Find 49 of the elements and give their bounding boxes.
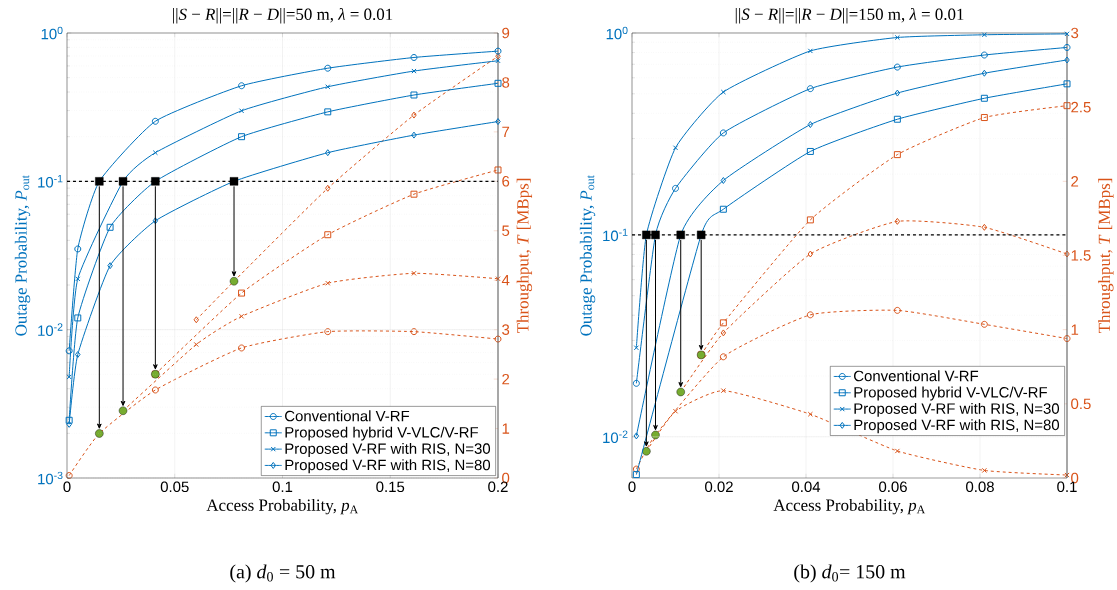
legend-label: Proposed V-RF with RIS, N=80 — [854, 419, 1060, 434]
legend-label: Proposed V-RF with RIS, N=30 — [854, 402, 1060, 417]
y-tick-label: 10$^{-1}$ — [38, 175, 63, 188]
chart-title: ||S − R||=||R − D||=50 m, λ = 0.01 — [173, 7, 393, 24]
x-axis-title: Access Probability, p$_{A}$ — [206, 498, 359, 515]
y-tick-label: 10$^{-3}$ — [38, 471, 63, 485]
y-tick-label: 10$^{0}$ — [41, 26, 63, 40]
y2-axis-title: Throughput, T [MBps] — [516, 178, 533, 334]
x-tick-label: 0.06 — [879, 481, 907, 493]
y2-tick-label: 2 — [502, 373, 510, 385]
x-tick-label: 0.04 — [792, 481, 821, 493]
legend-label: Proposed V-RF with RIS, N=30 — [285, 442, 491, 457]
x-tick-label: 0.08 — [966, 481, 994, 493]
legend-label: Proposed hybrid V-VLC/V-RF — [285, 426, 479, 441]
y2-tick-label: 8 — [502, 77, 510, 88]
y2-tick-label: 0.5 — [1071, 398, 1091, 410]
y-tick-label: 10$^{-1}$ — [603, 228, 628, 242]
legend-label: Proposed hybrid V-VLC/V-RF — [854, 386, 1047, 401]
y2-axis-title: Throughput, T [MBps] — [1098, 178, 1114, 334]
y2-tick-label: 6 — [502, 176, 510, 187]
y2-tick-label: 7 — [502, 126, 510, 138]
text: (a) d$_{0}$ = 50 m — [230, 564, 336, 583]
x-tick-label: 0.1 — [272, 481, 293, 493]
x-tick-label: 0.02 — [705, 481, 733, 493]
x-tick-label: 0 — [628, 481, 636, 493]
y2-tick-label: 4 — [501, 275, 510, 286]
y2-tick-label: 9 — [502, 27, 510, 39]
y2-tick-label: 5 — [502, 225, 510, 236]
y-tick-label: 10$^{-2}$ — [38, 323, 63, 336]
y-axis-title: Outage Probability, P$_{out}$ — [14, 175, 31, 336]
x-tick-label: 0.05 — [160, 481, 189, 493]
y2-tick-label: 2.5 — [1071, 101, 1091, 113]
y-tick-label: 10$^{0}$ — [606, 26, 628, 40]
legend-label: Conventional V-RF — [854, 370, 979, 382]
chart-title: ||S − R||=||R − D||=150 m, λ = 0.01 — [735, 7, 964, 24]
y2-tick-label: 1 — [502, 423, 510, 434]
y-tick-label: 10$^{-2}$ — [603, 430, 628, 444]
y2-tick-label: 1.5 — [1071, 250, 1091, 261]
y2-tick-label: 3 — [502, 324, 510, 335]
y2-tick-label: 3 — [1071, 27, 1079, 39]
legend-label: Proposed V-RF with RIS, N=80 — [285, 459, 491, 474]
text: (b) d$_{0}$= 150 m — [794, 564, 906, 583]
y-axis-title: Outage Probability, P$_{out}$ — [579, 175, 596, 336]
x-axis-title: Access Probability, p$_{A}$ — [773, 498, 926, 515]
y2-tick-label: 1 — [1071, 324, 1079, 335]
y2-tick-label: 2 — [1071, 176, 1079, 187]
x-tick-label: 0.15 — [376, 481, 405, 493]
x-tick-label: 0 — [63, 481, 71, 493]
legend-label: Conventional V-RF — [285, 410, 410, 422]
